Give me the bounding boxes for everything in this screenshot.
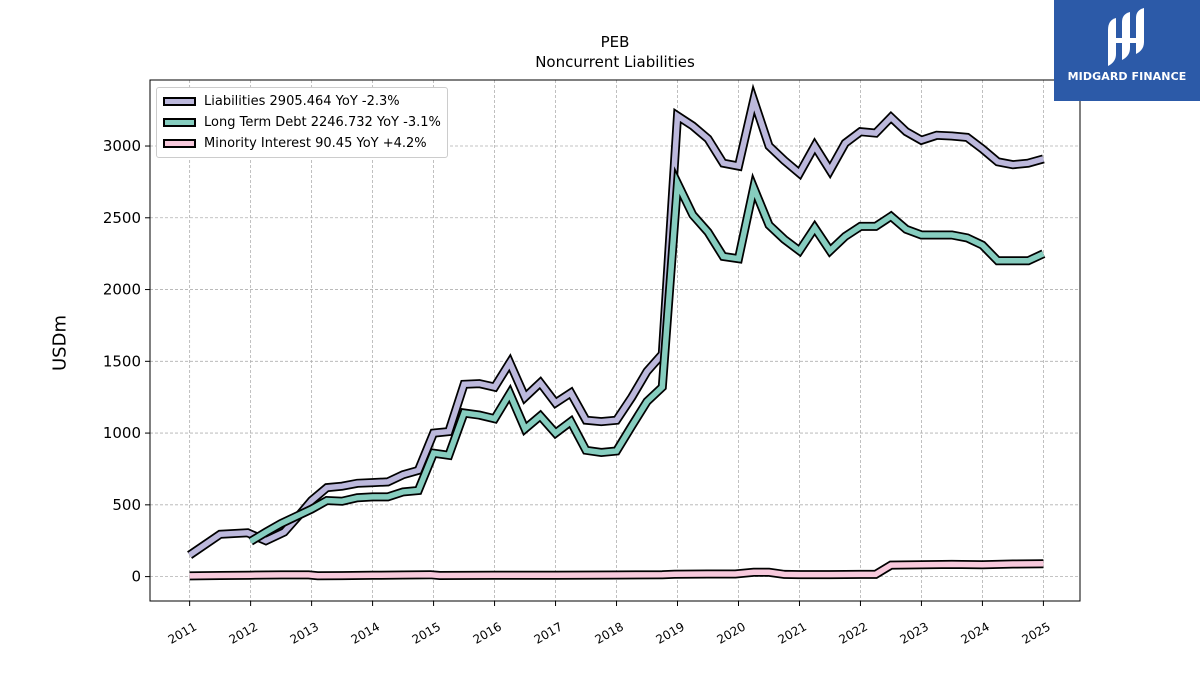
legend-label: Liabilities 2905.464 YoY -2.3% xyxy=(204,94,400,109)
legend-item: Liabilities 2905.464 YoY -2.3% xyxy=(163,91,441,112)
x-tick-label: 2011 xyxy=(166,619,199,646)
x-tick-label: 2023 xyxy=(897,619,930,646)
x-tick-label: 2017 xyxy=(532,619,565,646)
x-tick-label: 2013 xyxy=(288,619,321,646)
plot-frame xyxy=(149,79,1081,602)
y-tick-label: 2000 xyxy=(103,281,141,299)
series-line-0 xyxy=(188,89,1045,558)
y-tick-label: 500 xyxy=(112,496,141,514)
y-tick-label: 2500 xyxy=(103,209,141,227)
y-axis-label: USDm xyxy=(49,315,71,371)
legend-label: Long Term Debt 2246.732 YoY -3.1% xyxy=(204,115,441,130)
x-tick-label: 2021 xyxy=(776,619,809,646)
y-tick-label: 1000 xyxy=(103,424,141,442)
x-tick-label: 2016 xyxy=(471,619,504,646)
axes: 0 500 1000 1500 2000 2500 3000 2011 2012 2013 2014… xyxy=(103,137,1053,647)
legend-swatch-long-term-debt xyxy=(163,118,196,127)
logo-mark-icon xyxy=(1108,8,1144,66)
chart-subtitle: Noncurrent Liabilities xyxy=(535,53,695,71)
x-tick-label: 2018 xyxy=(593,619,626,646)
brand-logo: MIDGARD FINANCE xyxy=(1054,0,1200,101)
legend-swatch-liabilities xyxy=(163,97,196,106)
legend-swatch-minority-interest xyxy=(163,139,196,148)
x-tick-label: 2024 xyxy=(958,619,991,646)
x-tick-label: 2012 xyxy=(227,619,260,646)
legend-item: Long Term Debt 2246.732 YoY -3.1% xyxy=(163,112,441,133)
legend-item: Minority Interest 90.45 YoY +4.2% xyxy=(163,133,441,154)
chart-title: PEB xyxy=(600,33,630,51)
series-lines xyxy=(187,83,1046,581)
y-tick-label: 0 xyxy=(131,568,141,586)
y-tick-label: 3000 xyxy=(103,137,141,155)
legend-label: Minority Interest 90.45 YoY +4.2% xyxy=(204,136,427,151)
legend: Liabilities 2905.464 YoY -2.3% Long Term… xyxy=(156,87,448,158)
x-tick-label: 2025 xyxy=(1019,619,1052,646)
logo-text: MIDGARD FINANCE xyxy=(1067,70,1187,83)
x-tick-label: 2014 xyxy=(349,619,382,646)
x-tick-label: 2019 xyxy=(654,619,687,646)
y-tick-label: 1500 xyxy=(103,352,141,370)
series-line-1 xyxy=(249,172,1045,544)
series-line-2 xyxy=(189,560,1044,579)
x-tick-label: 2022 xyxy=(837,619,870,646)
x-tick-label: 2015 xyxy=(410,619,443,646)
x-tick-label: 2020 xyxy=(715,619,748,646)
